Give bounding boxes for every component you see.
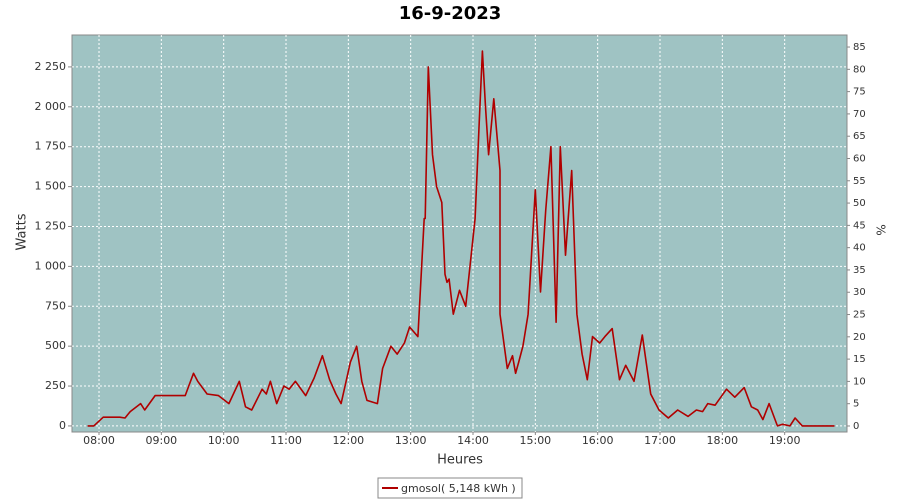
y-tick-label: 1 750	[35, 140, 67, 153]
y-tick-label: 0	[59, 419, 66, 432]
y-axis-title: Watts	[15, 213, 30, 250]
legend-label: gmosol( 5,148 kWh )	[401, 482, 516, 495]
chart-title: 16-9-2023	[399, 3, 502, 24]
y-tick-label: 1 500	[35, 180, 67, 193]
y2-tick-label: 20	[853, 332, 866, 343]
y2-tick-label: 60	[853, 153, 866, 164]
y2-tick-label: 15	[853, 354, 866, 365]
y2-tick-label: 30	[853, 287, 866, 298]
y2-tick-label: 85	[853, 42, 866, 53]
y-tick-label: 500	[45, 339, 66, 352]
y2-tick-label: 80	[853, 64, 866, 75]
y2-tick-label: 0	[853, 421, 859, 432]
y-tick-label: 750	[45, 299, 66, 312]
x-tick-label: 08:00	[83, 434, 115, 447]
y2-tick-label: 5	[853, 399, 859, 410]
x-tick-label: 19:00	[769, 434, 801, 447]
y-tick-label: 250	[45, 379, 66, 392]
x-tick-label: 12:00	[332, 434, 364, 447]
y2-tick-label: 45	[853, 220, 866, 231]
data-line	[87, 50, 835, 427]
legend-box	[377, 477, 523, 499]
x-tick-label: 13:00	[395, 434, 427, 447]
y2-tick-label: 35	[853, 265, 866, 276]
y2-tick-label: 65	[853, 131, 866, 142]
x-axis-title: Heures	[437, 453, 483, 468]
y2-tick-label: 40	[853, 243, 866, 254]
x-tick-label: 15:00	[519, 434, 551, 447]
y2-tick-label: 75	[853, 87, 866, 98]
y-tick-label: 1 250	[35, 219, 67, 232]
y2-axis-title: %	[874, 224, 888, 235]
x-tick-label: 16:00	[582, 434, 614, 447]
x-tick-label: 14:00	[457, 434, 489, 447]
y2-tick-label: 10	[853, 376, 866, 387]
legend: gmosol( 5,148 kWh )	[377, 477, 523, 499]
y2-tick-label: 25	[853, 310, 866, 321]
y2-tick-label: 70	[853, 109, 866, 120]
x-tick-label: 17:00	[644, 434, 676, 447]
x-tick-label: 09:00	[145, 434, 177, 447]
x-tick-label: 10:00	[208, 434, 240, 447]
y-tick-label: 2 000	[35, 100, 67, 113]
x-tick-label: 11:00	[270, 434, 302, 447]
x-tick-label: 18:00	[706, 434, 738, 447]
plot-area	[71, 34, 848, 433]
y-tick-label: 1 000	[35, 259, 67, 272]
y-tick-label: 2 250	[35, 60, 67, 73]
y2-tick-label: 50	[853, 198, 866, 209]
y2-tick-label: 55	[853, 176, 866, 187]
